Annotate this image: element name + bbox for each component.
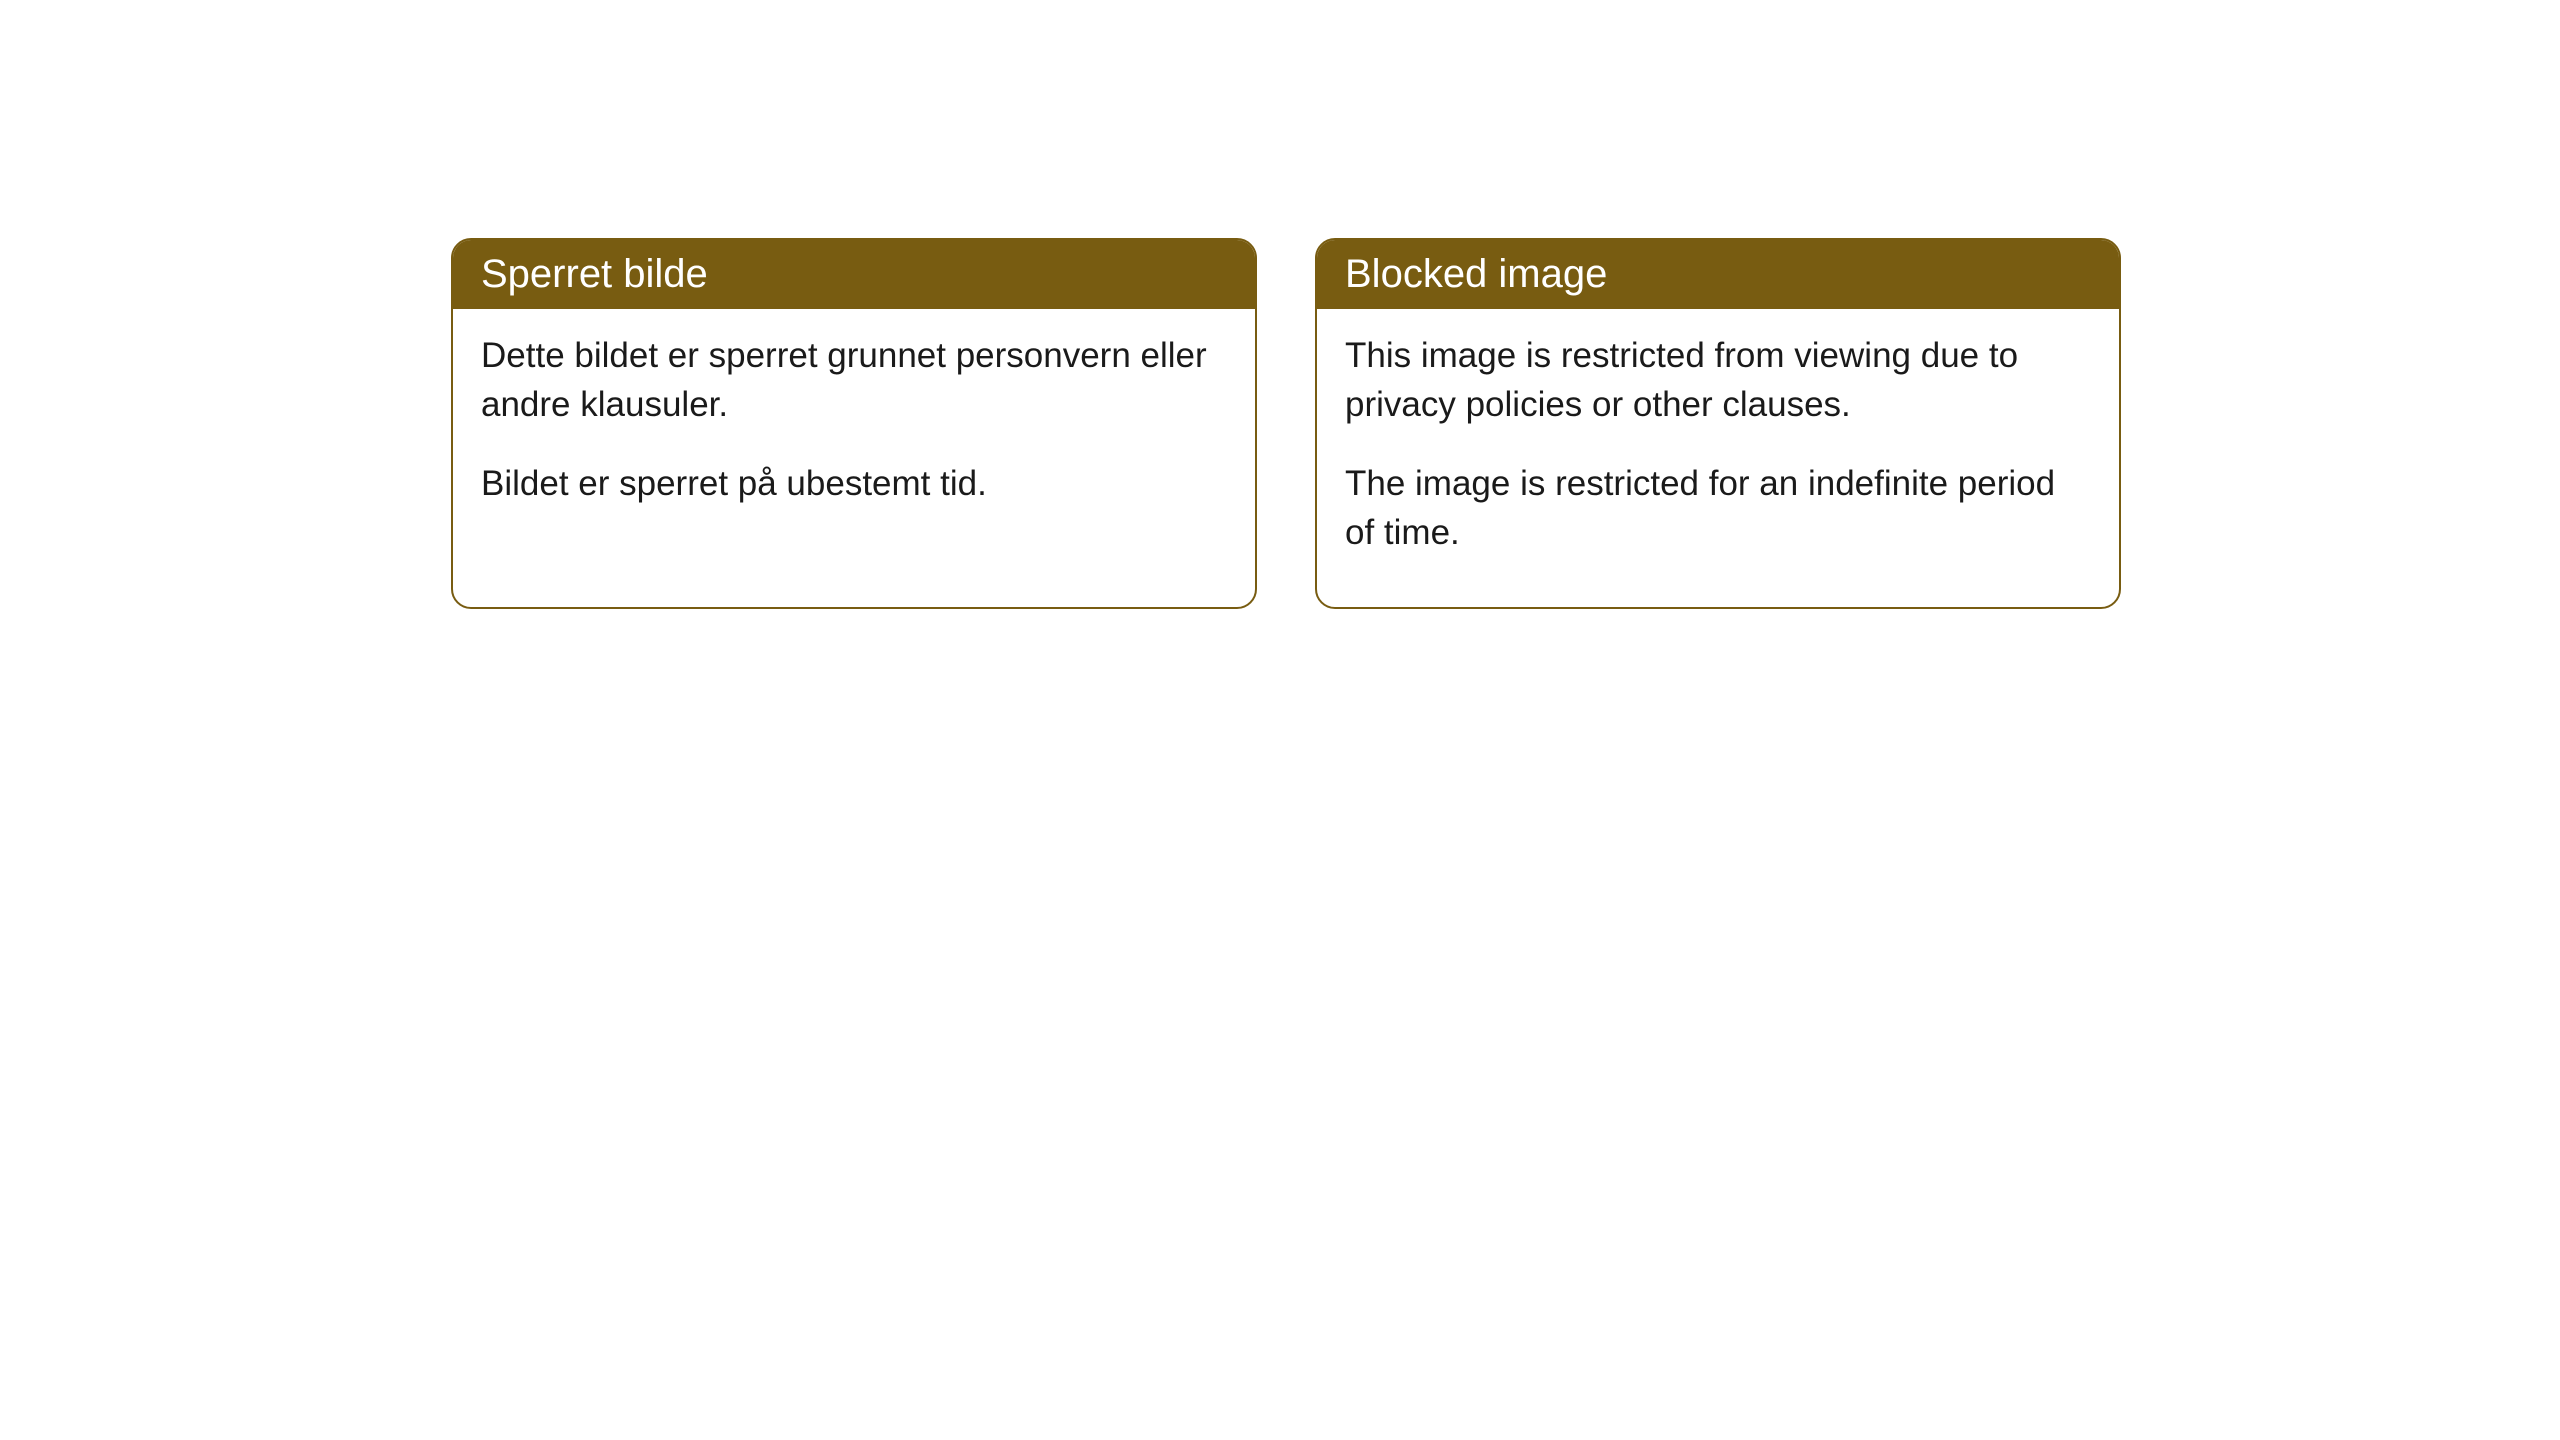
card-paragraph: Bildet er sperret på ubestemt tid. [481, 459, 1227, 508]
notice-cards-container: Sperret bilde Dette bildet er sperret gr… [451, 238, 2121, 609]
card-title: Blocked image [1345, 252, 1607, 296]
notice-card-norwegian: Sperret bilde Dette bildet er sperret gr… [451, 238, 1257, 609]
card-header: Sperret bilde [453, 240, 1255, 309]
card-paragraph: Dette bildet er sperret grunnet personve… [481, 331, 1227, 429]
card-body: This image is restricted from viewing du… [1317, 309, 2119, 607]
card-paragraph: This image is restricted from viewing du… [1345, 331, 2091, 429]
card-paragraph: The image is restricted for an indefinit… [1345, 459, 2091, 557]
card-header: Blocked image [1317, 240, 2119, 309]
card-title: Sperret bilde [481, 252, 708, 296]
notice-card-english: Blocked image This image is restricted f… [1315, 238, 2121, 609]
card-body: Dette bildet er sperret grunnet personve… [453, 309, 1255, 558]
